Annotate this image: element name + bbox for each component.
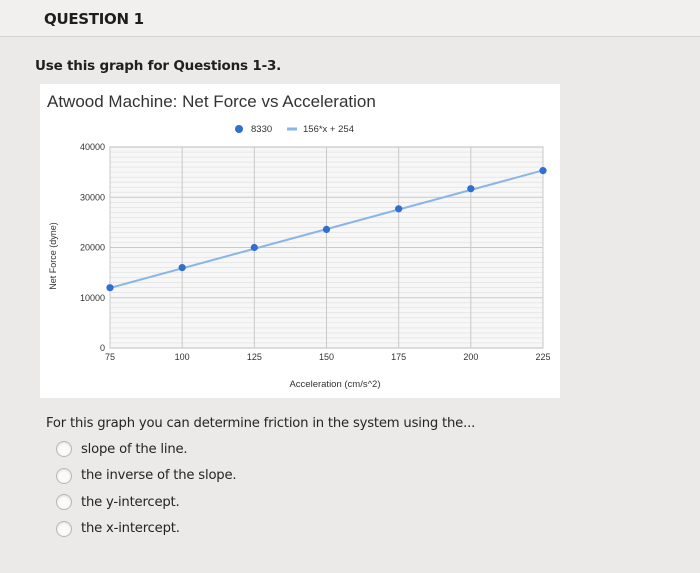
option-label: the x-intercept.	[81, 521, 180, 537]
x-axis-label: Acceleration (cm/s^2)	[289, 379, 380, 390]
y-tick-label: 10000	[80, 293, 105, 303]
x-tick-label: 225	[535, 352, 550, 362]
chart-container: Atwood Machine: Net Force vs Acceleratio…	[0, 84, 700, 402]
radio-button[interactable]	[56, 520, 72, 537]
x-tick-label: 175	[391, 352, 406, 362]
x-tick-label: 200	[463, 352, 478, 362]
radio-button[interactable]	[56, 441, 72, 458]
y-tick-label: 40000	[80, 142, 105, 152]
option-slope[interactable]: slope of the line.	[56, 436, 236, 463]
data-point	[322, 225, 331, 234]
chart-title: Atwood Machine: Net Force vs Acceleratio…	[47, 92, 376, 111]
x-tick-label: 150	[319, 352, 334, 362]
data-point	[178, 264, 186, 272]
radio-button[interactable]	[56, 494, 72, 511]
x-tick-label: 75	[105, 352, 115, 362]
legend-point-marker	[235, 125, 243, 133]
question-header: QUESTION 1	[0, 0, 700, 37]
option-label: the inverse of the slope.	[81, 468, 237, 484]
option-label: slope of the line.	[81, 441, 188, 457]
option-label: the y-intercept.	[81, 494, 180, 510]
plot-area: 0 10000 20000 30000 40000 75 100 125 150 175 200 22…	[80, 142, 551, 362]
answer-options: slope of the line. the inverse of the sl…	[56, 436, 237, 543]
y-tick-label: 20000	[80, 243, 105, 253]
question-prompt: For this graph you can determine frictio…	[46, 416, 476, 431]
legend-series-label: 8330	[251, 124, 272, 135]
x-tick-label: 125	[247, 352, 262, 362]
option-x-intercept[interactable]: the x-intercept.	[56, 516, 236, 543]
net-force-chart: Atwood Machine: Net Force vs Acceleratio…	[40, 84, 560, 398]
legend-trendline-label: 156*x + 254	[303, 124, 354, 135]
data-point	[539, 167, 547, 175]
radio-button[interactable]	[56, 467, 72, 484]
option-inverse-slope[interactable]: the inverse of the slope.	[56, 463, 237, 490]
data-point	[106, 284, 114, 292]
question-title: QUESTION 1	[44, 10, 144, 28]
question-instruction: Use this graph for Questions 1-3.	[35, 58, 282, 74]
x-tick-label: 100	[175, 352, 190, 362]
data-point	[250, 243, 258, 252]
y-axis-label: Net Force (dyne)	[48, 222, 58, 290]
chart-legend: 8330 156*x + 254	[235, 124, 354, 135]
option-y-intercept[interactable]: the y-intercept.	[56, 489, 236, 516]
data-point	[467, 185, 475, 193]
y-tick-label: 30000	[80, 192, 105, 202]
data-point	[395, 205, 403, 213]
y-tick-label: 0	[100, 343, 105, 353]
